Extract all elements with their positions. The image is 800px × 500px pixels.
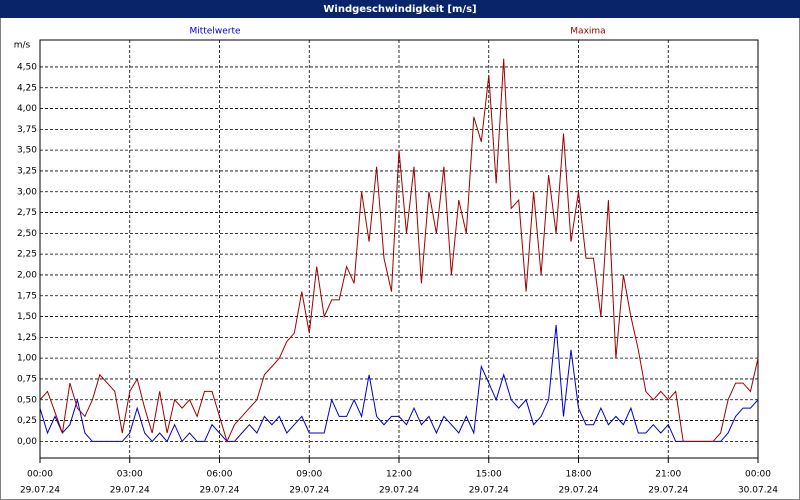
x-tick-date: 29.07.24 (379, 486, 419, 496)
y-tick-label: 0,25 (17, 416, 37, 426)
data-line (39, 324, 759, 443)
x-tick-label: 03:00 (117, 470, 143, 480)
x-tick-label: 09:00 (296, 470, 322, 480)
y-tick-label: 2,50 (17, 229, 37, 239)
x-tick-label: 00:00 (27, 470, 53, 480)
y-tick-label: 3,25 (17, 166, 37, 176)
x-tick-date: 29.07.24 (289, 486, 329, 496)
y-tick-label: 1,25 (17, 333, 37, 343)
x-tick-date: 30.07.24 (738, 486, 778, 496)
y-tick-label: 0,00 (17, 437, 37, 447)
x-tick-label: 15:00 (476, 470, 502, 480)
x-tick-date: 29.07.24 (648, 486, 688, 496)
y-tick-label: 2,75 (17, 208, 37, 218)
y-tick-label: 3,75 (17, 125, 37, 135)
x-tick-label: 06:00 (207, 470, 233, 480)
y-tick-label: 0,75 (17, 374, 37, 384)
x-tick-date: 29.07.24 (20, 486, 60, 496)
y-tick-label: 1,00 (17, 354, 37, 364)
x-tick-label: 12:00 (386, 470, 412, 480)
y-tick-label: 4,25 (17, 83, 37, 93)
y-tick-label: 1,50 (17, 312, 37, 322)
chart-title: Windgeschwindigkeit [m/s] (323, 4, 476, 15)
data-line (39, 58, 759, 443)
y-tick-label: 0,50 (17, 395, 37, 405)
y-tick-label: 2,25 (17, 250, 37, 260)
x-tick-label: 00:00 (745, 470, 771, 480)
legend-entry: Maxima (570, 27, 605, 37)
title-bar (0, 0, 800, 18)
y-unit: m/s (14, 41, 31, 51)
y-tick-label: 4,50 (17, 62, 37, 72)
x-tick-label: 21:00 (655, 470, 681, 480)
x-tick-date: 29.07.24 (469, 486, 509, 496)
y-tick-label: 4,00 (17, 104, 37, 114)
y-tick-label: 2,00 (17, 270, 37, 280)
x-tick-label: 18:00 (566, 470, 592, 480)
x-tick-date: 29.07.24 (558, 486, 598, 496)
y-tick-label: 1,75 (17, 291, 37, 301)
x-tick-date: 29.07.24 (199, 486, 239, 496)
legend-entry: Mittelwerte (189, 27, 240, 37)
y-tick-label: 3,00 (17, 187, 37, 197)
y-tick-label: 3,50 (17, 146, 37, 156)
x-tick-date: 29.07.24 (110, 486, 150, 496)
